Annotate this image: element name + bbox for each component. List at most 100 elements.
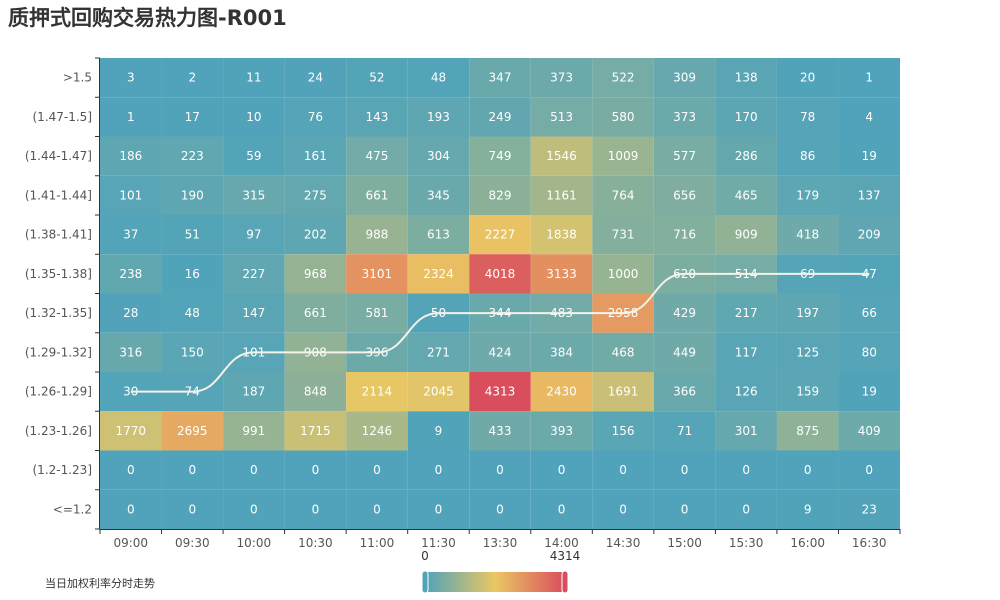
heatmap-cell[interactable] <box>592 489 654 529</box>
heatmap-cell[interactable] <box>100 58 162 98</box>
heatmap-cell[interactable] <box>592 450 654 490</box>
heatmap-cell[interactable] <box>838 136 900 176</box>
heatmap-cell[interactable] <box>407 97 470 137</box>
heatmap-cell[interactable] <box>653 411 716 451</box>
heatmap-cell[interactable] <box>161 293 224 333</box>
heatmap-cell[interactable] <box>653 293 716 333</box>
heatmap-cell[interactable] <box>592 332 654 372</box>
visual-map-handle-max[interactable] <box>561 570 569 594</box>
heatmap-cell[interactable] <box>776 97 839 137</box>
heatmap-cell[interactable] <box>715 411 777 451</box>
heatmap-cell[interactable] <box>284 58 347 98</box>
heatmap-cell[interactable] <box>653 332 716 372</box>
heatmap-cell[interactable] <box>346 97 408 137</box>
heatmap-cell[interactable] <box>715 215 777 255</box>
heatmap-cell[interactable] <box>715 489 777 529</box>
heatmap-cell[interactable] <box>838 450 900 490</box>
heatmap-cell[interactable] <box>284 411 347 451</box>
heatmap-cell[interactable] <box>407 254 470 294</box>
heatmap-cell[interactable] <box>776 489 839 529</box>
heatmap-cell[interactable] <box>100 175 162 215</box>
heatmap-cell[interactable] <box>407 332 470 372</box>
heatmap-cell[interactable] <box>530 450 593 490</box>
visual-map-bar[interactable] <box>425 572 565 592</box>
heatmap-cell[interactable] <box>407 450 470 490</box>
heatmap-cell[interactable] <box>100 215 162 255</box>
heatmap-cell[interactable] <box>346 293 408 333</box>
heatmap-cell[interactable] <box>715 293 777 333</box>
heatmap-cell[interactable] <box>592 175 654 215</box>
heatmap-cell[interactable] <box>592 58 654 98</box>
heatmap-cell[interactable] <box>346 254 408 294</box>
heatmap-cell[interactable] <box>469 489 531 529</box>
heatmap-cell[interactable] <box>346 450 408 490</box>
heatmap-cell[interactable] <box>653 175 716 215</box>
heatmap-cell[interactable] <box>161 58 224 98</box>
heatmap-cell[interactable] <box>407 215 470 255</box>
heatmap-cell[interactable] <box>838 175 900 215</box>
heatmap-cell[interactable] <box>653 489 716 529</box>
heatmap-cell[interactable] <box>346 58 408 98</box>
heatmap-cell[interactable] <box>715 450 777 490</box>
heatmap-cell[interactable] <box>161 97 224 137</box>
heatmap-cell[interactable] <box>161 254 224 294</box>
heatmap-cell[interactable] <box>715 58 777 98</box>
heatmap-cell[interactable] <box>100 97 162 137</box>
heatmap-cell[interactable] <box>100 136 162 176</box>
visual-map-handle-min[interactable] <box>421 570 429 594</box>
heatmap-cell[interactable] <box>653 215 716 255</box>
heatmap-cell[interactable] <box>592 97 654 137</box>
heatmap-cell[interactable] <box>407 175 470 215</box>
heatmap-cell[interactable] <box>407 136 470 176</box>
heatmap-cell[interactable] <box>161 450 224 490</box>
heatmap-cell[interactable] <box>223 450 285 490</box>
heatmap-cell[interactable] <box>100 489 162 529</box>
heatmap-cell[interactable] <box>223 254 285 294</box>
heatmap-cell[interactable] <box>838 293 900 333</box>
heatmap-cell[interactable] <box>284 254 347 294</box>
heatmap-cell[interactable] <box>838 215 900 255</box>
heatmap-cell[interactable] <box>469 97 531 137</box>
heatmap-cell[interactable] <box>161 175 224 215</box>
heatmap-cell[interactable] <box>469 175 531 215</box>
heatmap-cell[interactable] <box>592 215 654 255</box>
heatmap-cell[interactable] <box>530 136 593 176</box>
heatmap-cell[interactable] <box>715 175 777 215</box>
heatmap-cell[interactable] <box>346 215 408 255</box>
heatmap-cell[interactable] <box>407 58 470 98</box>
heatmap-cell[interactable] <box>284 489 347 529</box>
heatmap-cell[interactable] <box>100 293 162 333</box>
heatmap-cell[interactable] <box>407 489 470 529</box>
heatmap-cell[interactable] <box>838 58 900 98</box>
heatmap-cell[interactable] <box>284 293 347 333</box>
heatmap-cell[interactable] <box>653 372 716 412</box>
heatmap-cell[interactable] <box>776 175 839 215</box>
heatmap-cell[interactable] <box>284 372 347 412</box>
heatmap-cell[interactable] <box>469 372 531 412</box>
heatmap-cell[interactable] <box>161 136 224 176</box>
heatmap-cell[interactable] <box>838 332 900 372</box>
heatmap-cell[interactable] <box>161 411 224 451</box>
heatmap-cell[interactable] <box>776 411 839 451</box>
heatmap-cell[interactable] <box>223 293 285 333</box>
visual-map[interactable]: 0 4314 <box>421 549 580 594</box>
heatmap-cell[interactable] <box>776 293 839 333</box>
heatmap-cell[interactable] <box>223 136 285 176</box>
heatmap-cell[interactable] <box>346 136 408 176</box>
heatmap-cell[interactable] <box>530 372 593 412</box>
heatmap-cell[interactable] <box>223 97 285 137</box>
heatmap-cell[interactable] <box>530 175 593 215</box>
heatmap-cell[interactable] <box>284 136 347 176</box>
heatmap-cell[interactable] <box>469 58 531 98</box>
heatmap-cell[interactable] <box>530 215 593 255</box>
heatmap-cell[interactable] <box>653 450 716 490</box>
heatmap-cell[interactable] <box>223 372 285 412</box>
heatmap-cell[interactable] <box>653 58 716 98</box>
heatmap-cell[interactable] <box>715 332 777 372</box>
heatmap-cell[interactable] <box>346 372 408 412</box>
heatmap-cell[interactable] <box>346 489 408 529</box>
heatmap-cell[interactable] <box>838 411 900 451</box>
heatmap-cell[interactable] <box>592 372 654 412</box>
heatmap-cell[interactable] <box>100 332 162 372</box>
heatmap-cell[interactable] <box>100 254 162 294</box>
